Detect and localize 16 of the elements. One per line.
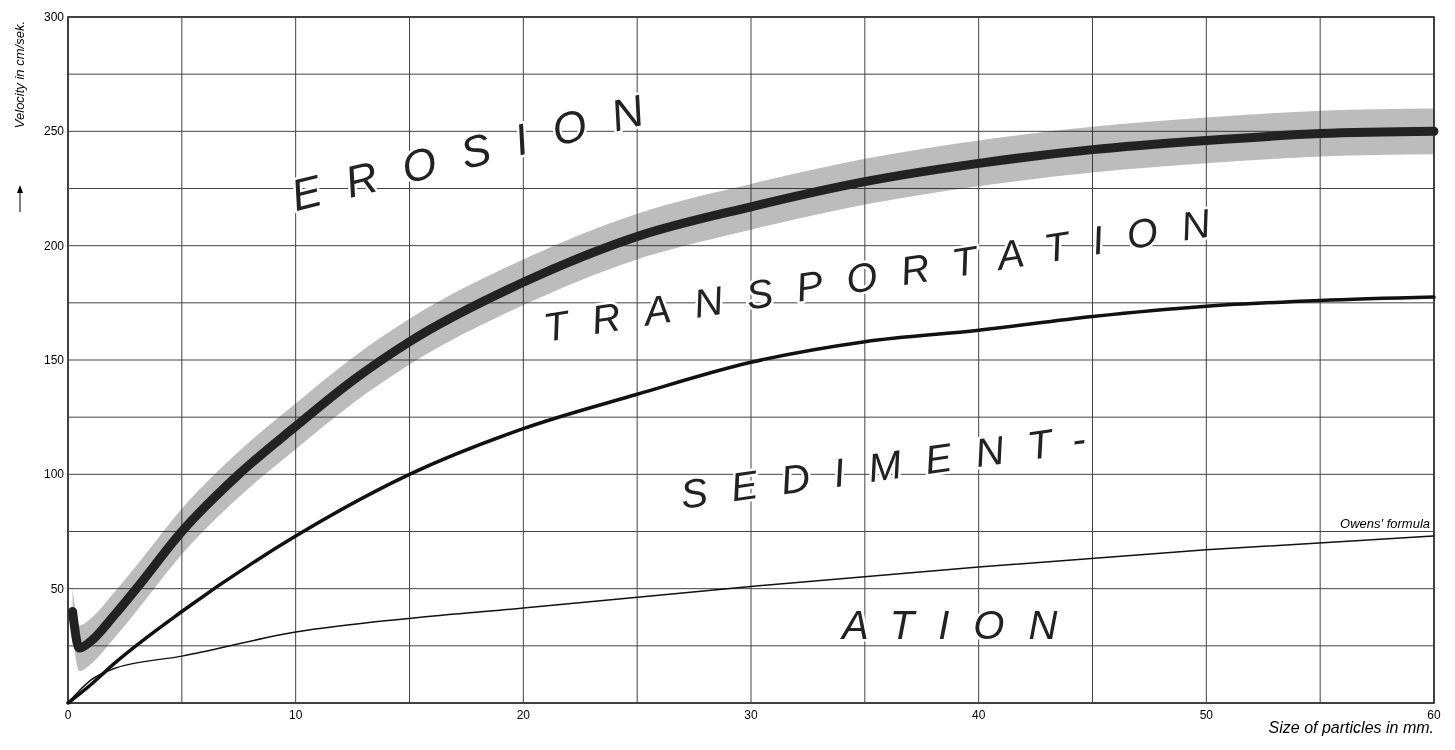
x-tick-label: 60: [1427, 708, 1441, 722]
y-tick-label: 300: [43, 10, 65, 24]
x-tick-label: 40: [971, 708, 986, 722]
y-tick-label: 100: [43, 467, 65, 482]
x-tick-label: 0: [64, 708, 72, 722]
y-axis-title: Velocity in cm/sek.: [12, 21, 27, 129]
series-label: Owens' formula: [1340, 516, 1430, 532]
x-tick-label: 20: [516, 708, 531, 722]
x-tick-label: 30: [744, 708, 758, 722]
y-tick-label: 250: [43, 124, 65, 139]
y-tick-label: 50: [50, 581, 65, 596]
x-tick-label: 10: [288, 708, 303, 722]
x-tick-label: 50: [1199, 708, 1214, 722]
x-axis-title: Size of particles in mm.: [1268, 719, 1434, 736]
y-tick-label: 150: [43, 353, 65, 367]
y-tick-label: 200: [43, 238, 65, 253]
